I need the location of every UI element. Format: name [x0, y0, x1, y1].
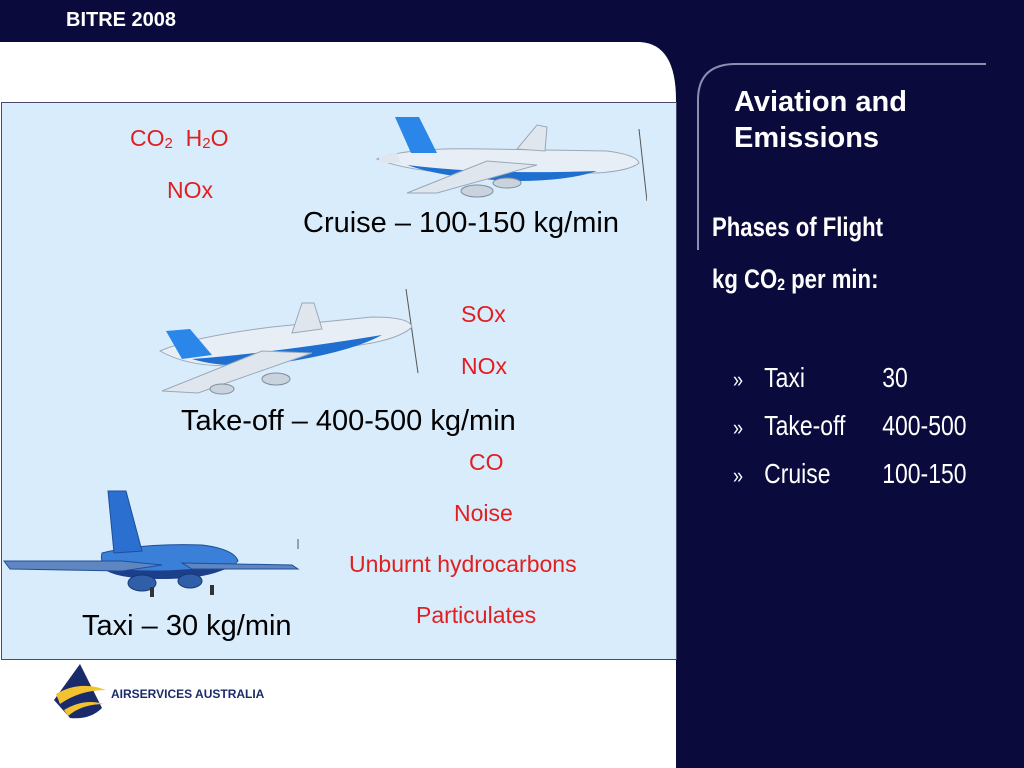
- phase-row-cruise: » Cruise 100-150: [733, 458, 967, 489]
- noise-label: Noise: [454, 500, 513, 526]
- flight-phases-panel: CO2 H2O NOx Cruise – 100-150 kg/min SOx …: [1, 102, 677, 660]
- cruise-flight-label: Cruise – 100-150 kg/min: [303, 207, 619, 239]
- sox-label: SOx: [461, 301, 506, 327]
- title-line-1: Aviation and: [734, 86, 907, 118]
- phases-subheading: kg CO2 per min:: [712, 264, 879, 294]
- slide-title: Aviation and Emissions: [734, 84, 907, 156]
- cruise-airplane-icon: [375, 117, 647, 202]
- phases-heading: Phases of Flight: [712, 212, 883, 242]
- bullet-icon: »: [733, 415, 744, 440]
- top-bar: [0, 0, 1024, 40]
- takeoff-nox-label: NOx: [461, 353, 507, 379]
- particulates-label: Particulates: [416, 602, 537, 628]
- airservices-logo-icon: [54, 664, 106, 719]
- taxi-flight-label: Taxi – 30 kg/min: [82, 610, 292, 642]
- cruise-nox-label: NOx: [167, 177, 213, 203]
- phase-row-taxi: » Taxi 30: [733, 362, 908, 393]
- co-label: CO: [469, 449, 504, 475]
- co2-h2o-label: CO2 H2O: [130, 125, 229, 152]
- phase-row-takeoff: » Take-off 400-500: [733, 410, 967, 441]
- logo-text: AIRSERVICES AUSTRALIA: [111, 687, 265, 701]
- takeoff-flight-label: Take-off – 400-500 kg/min: [181, 405, 516, 437]
- title-line-2: Emissions: [734, 122, 880, 154]
- hydrocarbons-label: Unburnt hydrocarbons: [349, 551, 577, 577]
- takeoff-airplane-icon: [158, 289, 419, 395]
- bullet-icon: »: [733, 463, 744, 488]
- taxi-airplane-icon: [3, 490, 300, 597]
- bullet-icon: »: [733, 367, 744, 392]
- header-label: BITRE 2008: [66, 9, 177, 31]
